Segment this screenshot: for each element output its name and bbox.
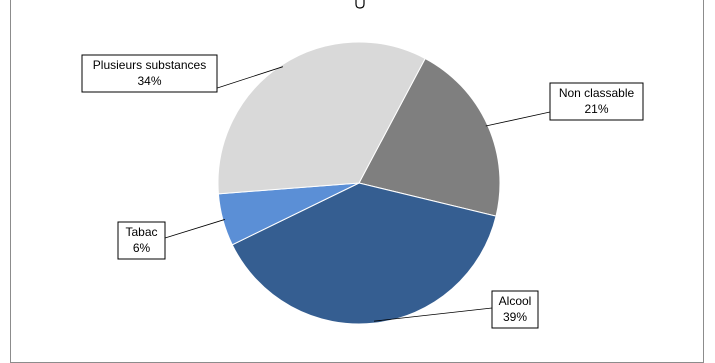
slice-name-label: Plusieurs substances: [93, 58, 206, 72]
pie-slice-alcool: [231, 182, 497, 325]
leader-line: [204, 66, 284, 93]
slice-value-label: 39%: [503, 310, 527, 324]
label-tabac: Tabac 6%: [117, 221, 166, 260]
leader-line: [373, 307, 493, 322]
slice-name-label: Tabac: [125, 225, 157, 239]
slice-value-label: 21%: [584, 102, 608, 116]
slice-name-label: Non classable: [559, 86, 635, 100]
label-alcool: Alcool 39%: [491, 290, 539, 329]
pie-slices: [217, 41, 501, 325]
leader-line: [164, 219, 225, 239]
leader-line: [485, 111, 551, 127]
slice-value-label: 34%: [137, 74, 161, 88]
leader-lines: [164, 66, 551, 322]
title-fragment: [355, 0, 365, 9]
label-plusieurs-substances: Plusieurs substances 34%: [81, 54, 218, 93]
slice-name-label: Alcool: [499, 294, 532, 308]
label-non-classable: Non classable 21%: [549, 82, 644, 121]
pie-slice-plusieurs-substances: [217, 41, 426, 195]
slice-value-label: 6%: [133, 241, 151, 255]
